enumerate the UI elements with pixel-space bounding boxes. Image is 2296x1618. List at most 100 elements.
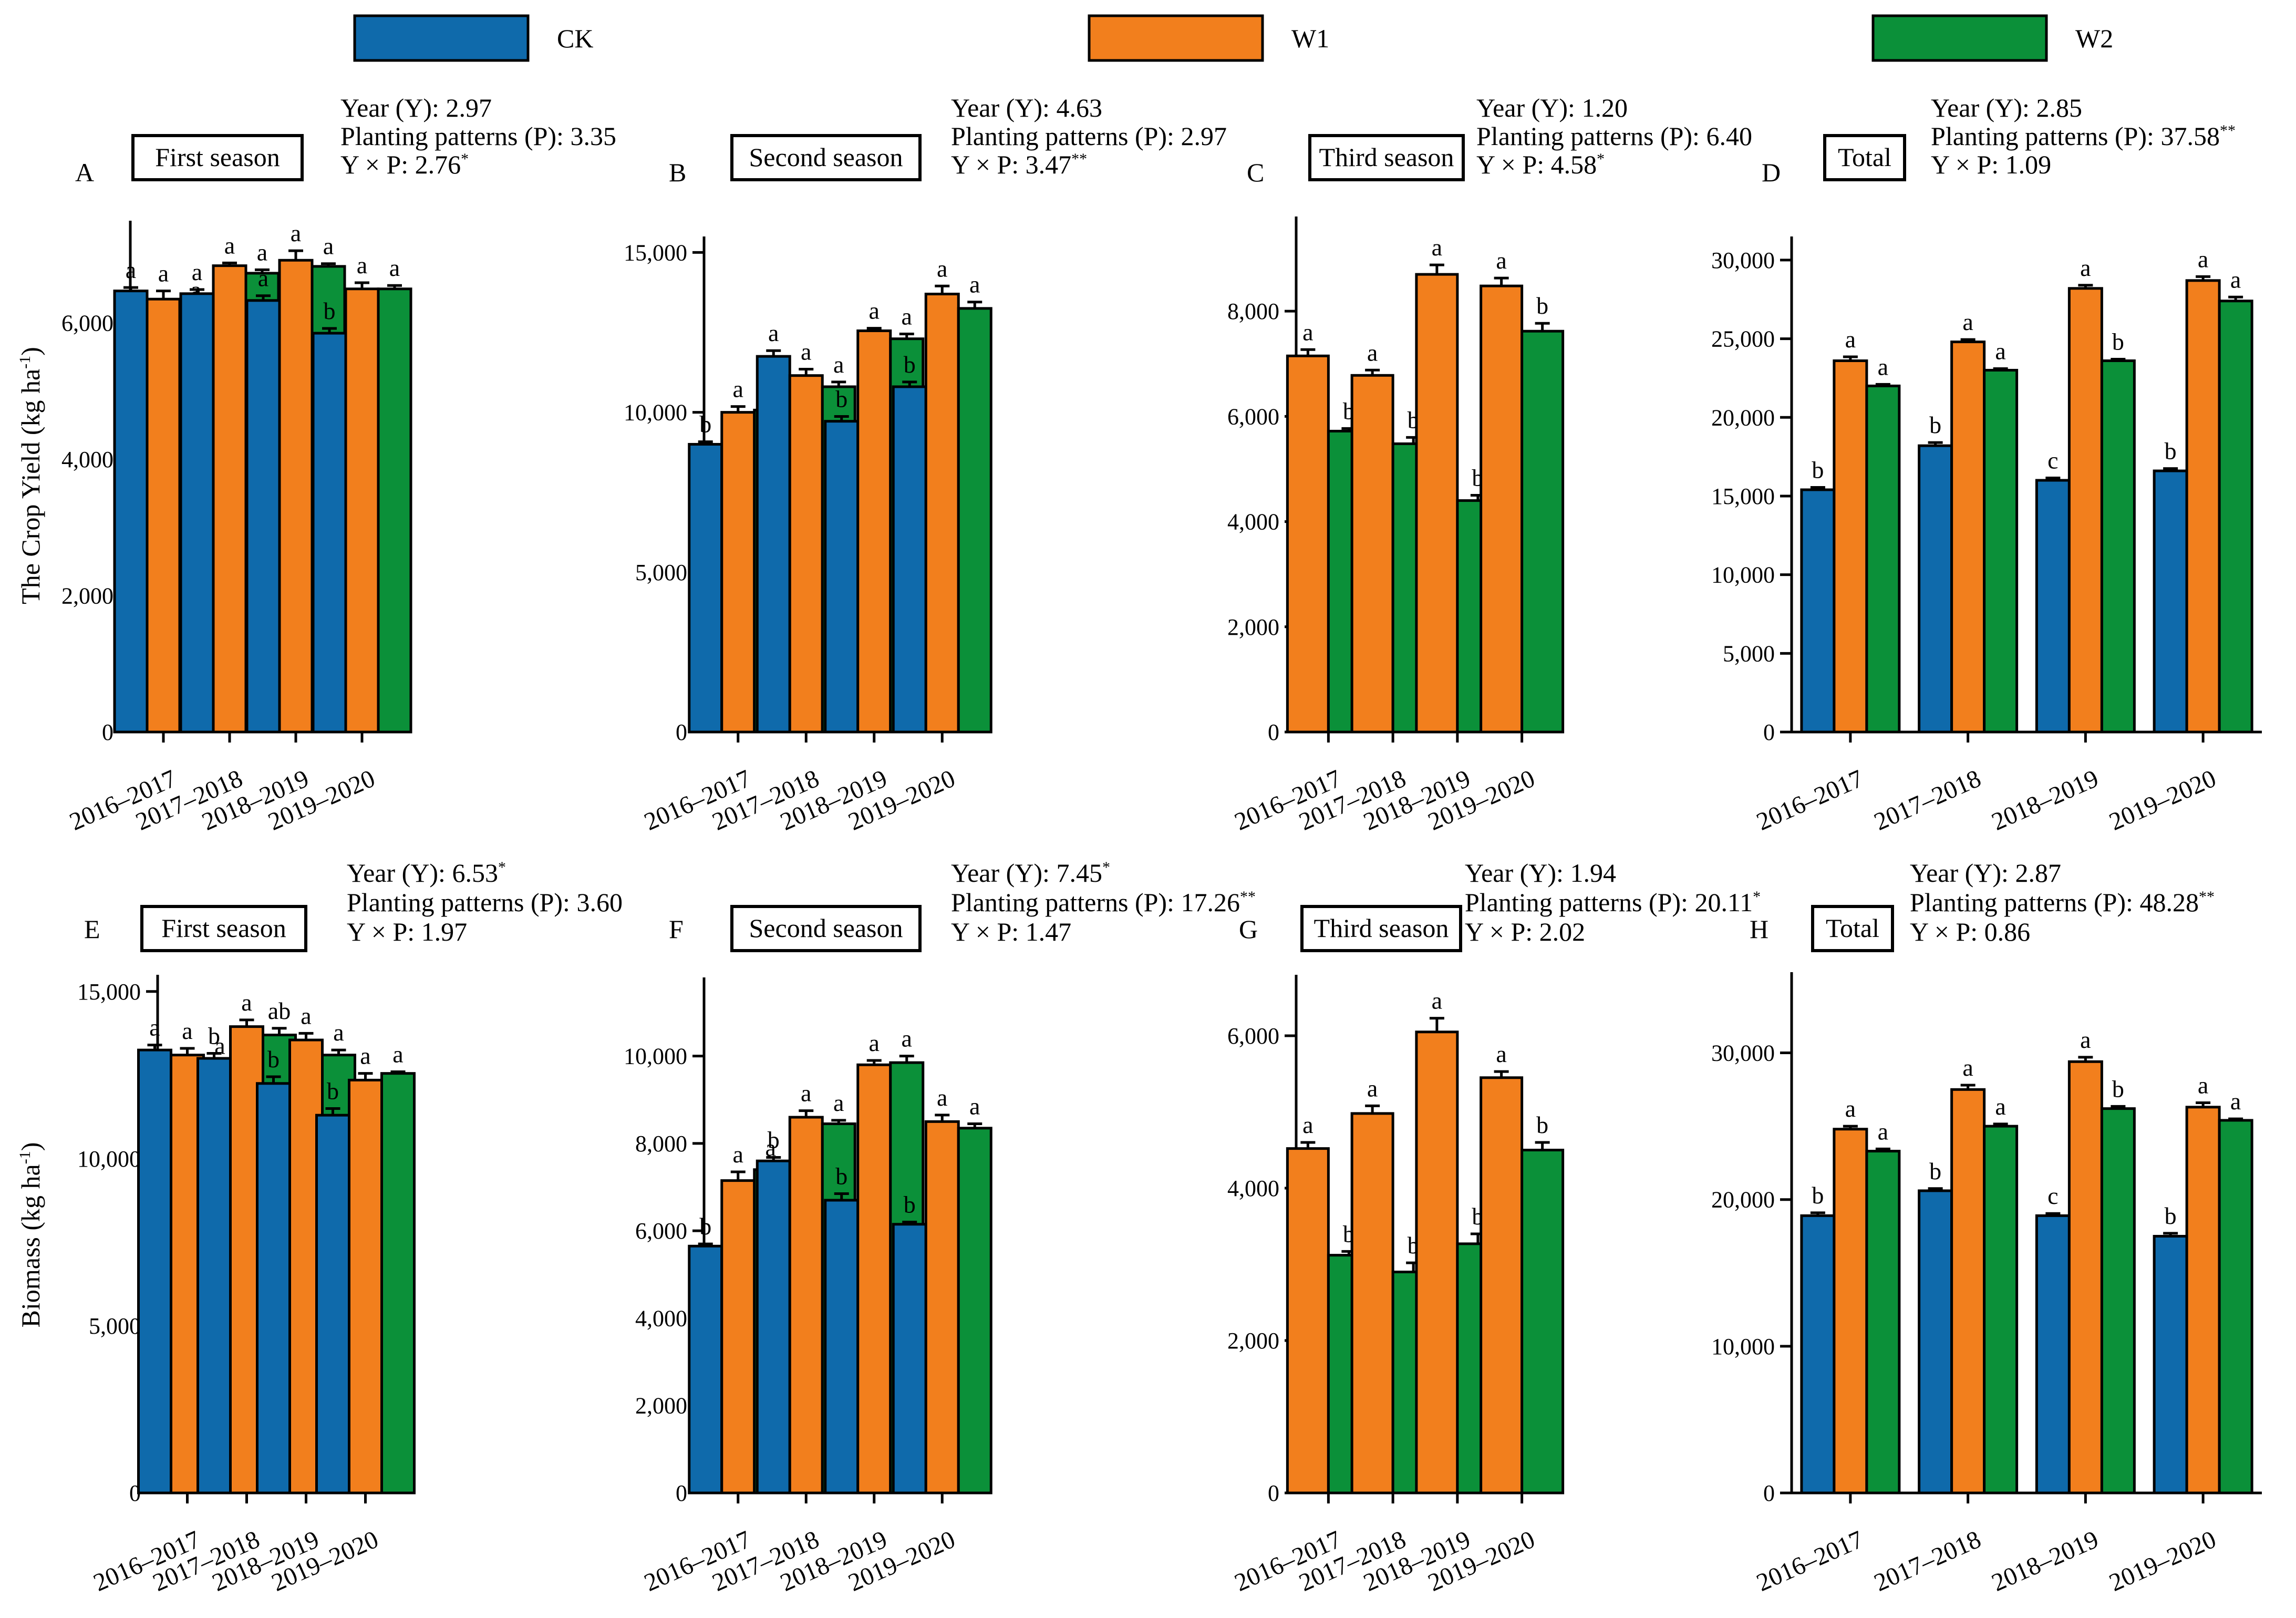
- significance-letter: a: [801, 1080, 811, 1107]
- y-tick-label: 20,000: [1711, 405, 1775, 430]
- bar-w2: [957, 307, 992, 734]
- significance-letter: b: [327, 1077, 339, 1104]
- y-tick-label: 10,000: [1711, 1334, 1775, 1359]
- stats-line: Year (Y): 2.87: [1910, 858, 2061, 888]
- y-tick-label: 8,000: [1227, 298, 1279, 324]
- bar-w1: [1480, 1076, 1524, 1495]
- significance-letter: a: [869, 297, 880, 324]
- bar-ck: [892, 385, 927, 734]
- bar-w1: [856, 1063, 892, 1495]
- legend-label: CK: [557, 24, 593, 53]
- panel-f: F Second season Year (Y): 7.45*Planting pa…: [624, 858, 1256, 1597]
- panel-title-box: [1811, 905, 1894, 952]
- bar-w1: [1415, 1030, 1459, 1495]
- y-tick-label: 10,000: [77, 1146, 141, 1172]
- stats-superscript: **: [2199, 888, 2215, 905]
- x-tick-label: 2017–2018: [1870, 765, 1985, 836]
- bar-w1: [1833, 1128, 1868, 1495]
- y-tick-label: 2,000: [61, 583, 113, 609]
- bar-w1: [856, 329, 892, 734]
- y-tick-label: 15,000: [1711, 483, 1775, 509]
- significance-letter: a: [126, 256, 136, 283]
- panel-title-box: [730, 134, 922, 181]
- significance-letter: b: [1536, 1111, 1548, 1138]
- bar-w1: [1286, 1147, 1330, 1495]
- bar-w1: [2185, 279, 2221, 734]
- stats-line: Year (Y): 2.97: [340, 93, 492, 122]
- bar-w1: [2185, 1106, 2221, 1495]
- legend-label: W2: [2075, 24, 2113, 53]
- bar-w2: [2100, 1107, 2136, 1495]
- significance-letter: a: [1367, 1075, 1378, 1101]
- significance-letter: a: [182, 1017, 192, 1044]
- significance-letter: b: [208, 1022, 220, 1049]
- y-axis-title-superscript: -1: [16, 356, 34, 369]
- y-tick-label: 10,000: [1711, 562, 1775, 588]
- y-tick-label: 4,000: [61, 447, 113, 472]
- significance-letter: b: [835, 1163, 847, 1190]
- significance-letter: a: [257, 239, 267, 265]
- x-tick-label: 2016–2017: [1752, 1526, 1867, 1597]
- bar-ck: [2153, 1234, 2188, 1495]
- significance-letter: a: [902, 303, 912, 330]
- significance-letter: a: [1302, 1111, 1313, 1138]
- bar-w2: [2218, 1119, 2253, 1495]
- legend-item-ck: CK: [353, 14, 593, 62]
- significance-letter: a: [357, 252, 367, 279]
- stats-superscript: *: [498, 859, 506, 876]
- y-tick-label: 4,000: [1227, 1176, 1279, 1201]
- x-tick-label: 2018–2019: [1988, 765, 2103, 836]
- significance-letter: a: [291, 220, 301, 246]
- significance-letter: b: [1929, 411, 1941, 438]
- significance-letter: b: [904, 1191, 916, 1218]
- y-tick-label: 5,000: [89, 1313, 141, 1339]
- bar-ck: [892, 1223, 927, 1495]
- significance-letter: a: [2198, 245, 2208, 272]
- bar-ck: [113, 290, 149, 734]
- stats-superscript: *: [1597, 150, 1605, 168]
- significance-letter: a: [733, 376, 743, 403]
- stats-line: Planting patterns (P): 48.28**: [1910, 888, 2215, 917]
- significance-letter: a: [389, 254, 400, 281]
- stats-superscript: **: [1071, 150, 1087, 168]
- y-tick-label: 4,000: [635, 1305, 687, 1331]
- significance-letter: b: [2112, 1075, 2124, 1102]
- y-tick-label: 30,000: [1711, 1040, 1775, 1066]
- significance-letter: b: [699, 411, 711, 438]
- panel-title: First season: [140, 905, 307, 952]
- stats-line: Planting patterns (P): 20.11*: [1465, 888, 1761, 917]
- significance-letter: a: [2230, 1088, 2241, 1115]
- significance-letter: a: [766, 1134, 776, 1161]
- panel-title: First season: [131, 134, 304, 181]
- y-tick-label: 10,000: [624, 1044, 687, 1069]
- significance-letter: a: [301, 1002, 311, 1029]
- significance-letter: b: [2165, 1202, 2177, 1229]
- bar-ck: [312, 332, 347, 734]
- significance-letter: a: [937, 1084, 947, 1111]
- y-tick-label: 4,000: [1227, 509, 1279, 535]
- bar-w2: [1865, 1150, 1901, 1495]
- panel-title-box: [730, 905, 922, 952]
- bar-w1: [1286, 354, 1330, 734]
- stats-superscript: *: [1102, 859, 1110, 876]
- significance-letter: a: [258, 265, 268, 292]
- significance-letter: a: [149, 1014, 160, 1041]
- stats-line: Y × P: 3.47**: [951, 150, 1087, 179]
- y-tick-label: 15,000: [77, 979, 141, 1005]
- bar-ck: [2153, 469, 2188, 734]
- panel-title: Total: [1811, 905, 1894, 952]
- x-tick-label: 2019–2020: [2105, 1526, 2220, 1597]
- x-tick-label: 2016–2017: [1752, 765, 1867, 836]
- bar-ck: [1800, 488, 1836, 734]
- significance-letter: b: [904, 351, 916, 378]
- significance-letter: c: [2047, 447, 2058, 474]
- panel-title-text: Third season: [1314, 913, 1449, 943]
- panel-title-box: [131, 134, 304, 181]
- panel-title: Second season: [730, 905, 922, 952]
- legend-item-w2: W2: [1871, 14, 2113, 62]
- stats-superscript: **: [2220, 122, 2236, 139]
